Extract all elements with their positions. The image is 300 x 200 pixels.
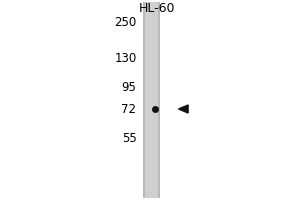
Bar	[143, 2, 145, 198]
Text: 95: 95	[122, 81, 136, 94]
Bar	[143, 2, 160, 198]
Text: HL-60: HL-60	[139, 1, 176, 15]
Bar	[158, 2, 160, 198]
Text: 250: 250	[114, 17, 136, 29]
Text: 72: 72	[122, 103, 136, 116]
Text: 130: 130	[114, 52, 136, 66]
Polygon shape	[178, 105, 188, 113]
Text: 55: 55	[122, 132, 136, 146]
